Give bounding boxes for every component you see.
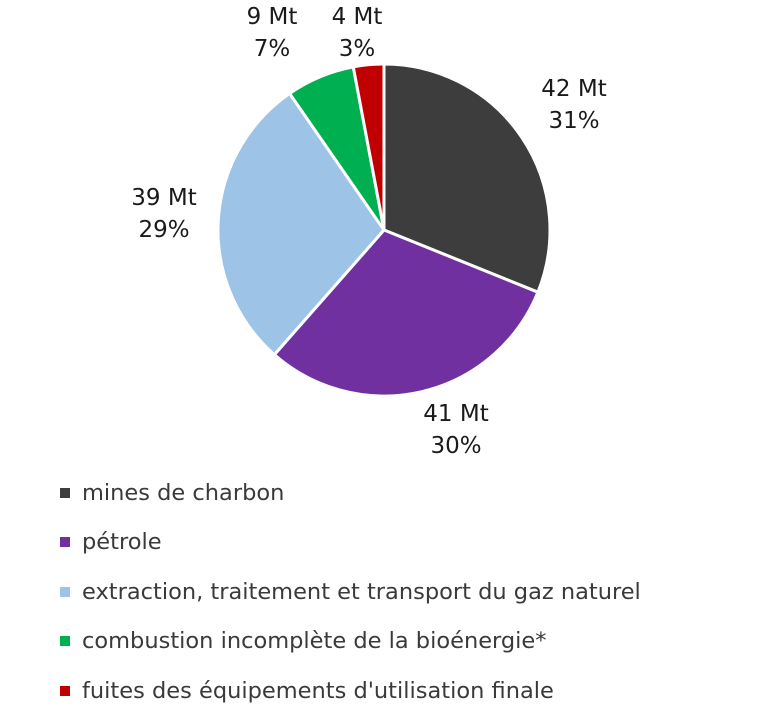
legend-label-end-use-leaks: fuites des équipements d'utilisation fin… [82, 677, 554, 704]
pie-slice-petrole [272, 228, 540, 398]
data-label-value-mines-de-charbon: 42 Mt [541, 76, 606, 102]
legend-item-coal-mines: mines de charbon [60, 468, 641, 518]
pie-chart: 42 Mt 31% 41 Mt 30% 39 Mt 29% 9 Mt 7% 4 Mt 3% [131, 4, 606, 459]
legend-item-oil: pétrole [60, 518, 641, 568]
legend-label-natural-gas: extraction, traitement et transport du g… [82, 578, 641, 605]
legend-swatch-bioenergy [60, 636, 70, 647]
legend-item-natural-gas: extraction, traitement et transport du g… [60, 567, 641, 617]
legend-item-end-use-leaks: fuites des équipements d'utilisation fin… [60, 666, 641, 716]
pie-slice-fuites-des-equipements [351, 62, 386, 232]
legend-label-oil: pétrole [82, 529, 162, 556]
legend-swatch-end-use-leaks [60, 685, 70, 696]
legend-swatch-oil [60, 537, 70, 548]
legend-swatch-natural-gas [60, 586, 70, 597]
pie-slice-extraction-traitement-et [216, 91, 386, 357]
data-label-value-fuites-des-equipements: 4 Mt [332, 4, 383, 30]
data-label-percent-combustion-incomplete-de: 7% [254, 36, 291, 62]
data-label-percent-fuites-des-equipements: 3% [339, 36, 376, 62]
legend-swatch-coal-mines [60, 487, 70, 498]
data-label-value-combustion-incomplete-de: 9 Mt [247, 4, 298, 30]
data-label-percent-mines-de-charbon: 31% [548, 108, 599, 134]
data-label-percent-petrole: 30% [430, 433, 481, 459]
data-label-value-extraction-traitement-et: 39 Mt [131, 185, 196, 211]
pie-slice-mines-de-charbon [382, 62, 552, 294]
data-label-value-petrole: 41 Mt [423, 401, 488, 427]
legend-item-bioenergy: combustion incomplète de la bioénergie* [60, 617, 641, 667]
data-label-percent-extraction-traitement-et: 29% [138, 217, 189, 243]
legend: mines de charbon pétrole extraction, tra… [60, 468, 641, 716]
legend-label-bioenergy: combustion incomplète de la bioénergie* [82, 628, 547, 655]
legend-label-coal-mines: mines de charbon [82, 479, 285, 506]
